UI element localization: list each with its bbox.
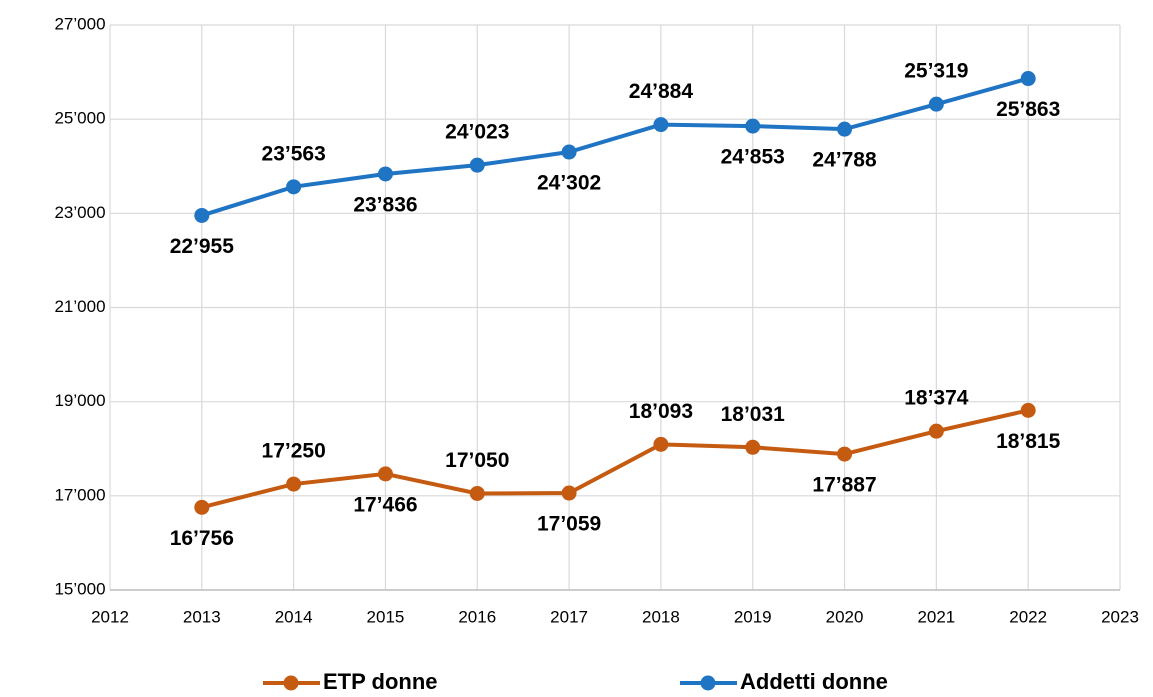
legend-label: ETP donne [323, 669, 438, 694]
marker [377, 166, 393, 182]
marker [653, 436, 669, 452]
marker [286, 179, 302, 195]
x-tick-label: 2012 [91, 607, 129, 626]
marker [286, 476, 302, 492]
x-tick-label: 2021 [917, 607, 955, 626]
marker [837, 121, 853, 137]
data-label: 25’863 [996, 98, 1060, 121]
y-tick-label: 15’000 [54, 579, 105, 598]
legend-label: Addetti donne [740, 669, 888, 694]
marker [928, 96, 944, 112]
x-tick-label: 2016 [458, 607, 496, 626]
y-tick-label: 27’000 [54, 14, 105, 33]
x-tick-label: 2013 [183, 607, 221, 626]
marker [194, 499, 210, 515]
x-tick-label: 2018 [642, 607, 680, 626]
series-line [201, 76, 1029, 218]
data-label: 18’815 [996, 430, 1061, 453]
marker [837, 446, 853, 462]
y-tick-label: 21’000 [54, 297, 105, 316]
y-tick-label: 23’000 [54, 203, 105, 222]
marker [469, 157, 485, 173]
marker [653, 117, 669, 133]
marker [1020, 71, 1036, 87]
data-label: 24’302 [537, 172, 601, 195]
data-label: 24’884 [629, 80, 694, 103]
data-label: 18’093 [629, 400, 693, 423]
marker [194, 207, 210, 223]
y-tick-label: 19’000 [54, 391, 105, 410]
data-label: 18’374 [904, 387, 969, 410]
marker [745, 439, 761, 455]
marker [377, 466, 393, 482]
legend-marker [700, 675, 716, 691]
data-label: 18’031 [721, 403, 786, 426]
data-label: 24’788 [812, 149, 877, 172]
data-label: 23’563 [262, 142, 326, 165]
marker [928, 423, 944, 439]
y-tick-label: 17’000 [54, 485, 105, 504]
marker [561, 485, 577, 501]
x-tick-label: 2014 [275, 607, 313, 626]
marker [745, 118, 761, 134]
data-label: 24’023 [445, 121, 509, 144]
x-tick-label: 2023 [1101, 607, 1139, 626]
data-label: 23’836 [353, 194, 417, 217]
data-label: 25’319 [904, 60, 968, 83]
data-label: 17’887 [812, 474, 876, 497]
data-label: 17’059 [537, 513, 601, 536]
series-line [201, 408, 1029, 510]
marker [469, 485, 485, 501]
y-tick-label: 25’000 [54, 109, 105, 128]
x-tick-label: 2020 [826, 607, 864, 626]
data-label: 24’853 [721, 146, 785, 169]
data-label: 17’466 [353, 493, 417, 516]
marker [561, 144, 577, 160]
data-label: 17’250 [262, 440, 326, 463]
data-label: 22’955 [170, 235, 235, 258]
x-tick-label: 2019 [734, 607, 772, 626]
x-tick-label: 2015 [367, 607, 405, 626]
data-label: 16’756 [170, 527, 234, 550]
marker [1020, 402, 1036, 418]
x-tick-label: 2022 [1009, 607, 1047, 626]
legend-marker [283, 675, 299, 691]
data-label: 17’050 [445, 449, 509, 472]
x-tick-label: 2017 [550, 607, 588, 626]
